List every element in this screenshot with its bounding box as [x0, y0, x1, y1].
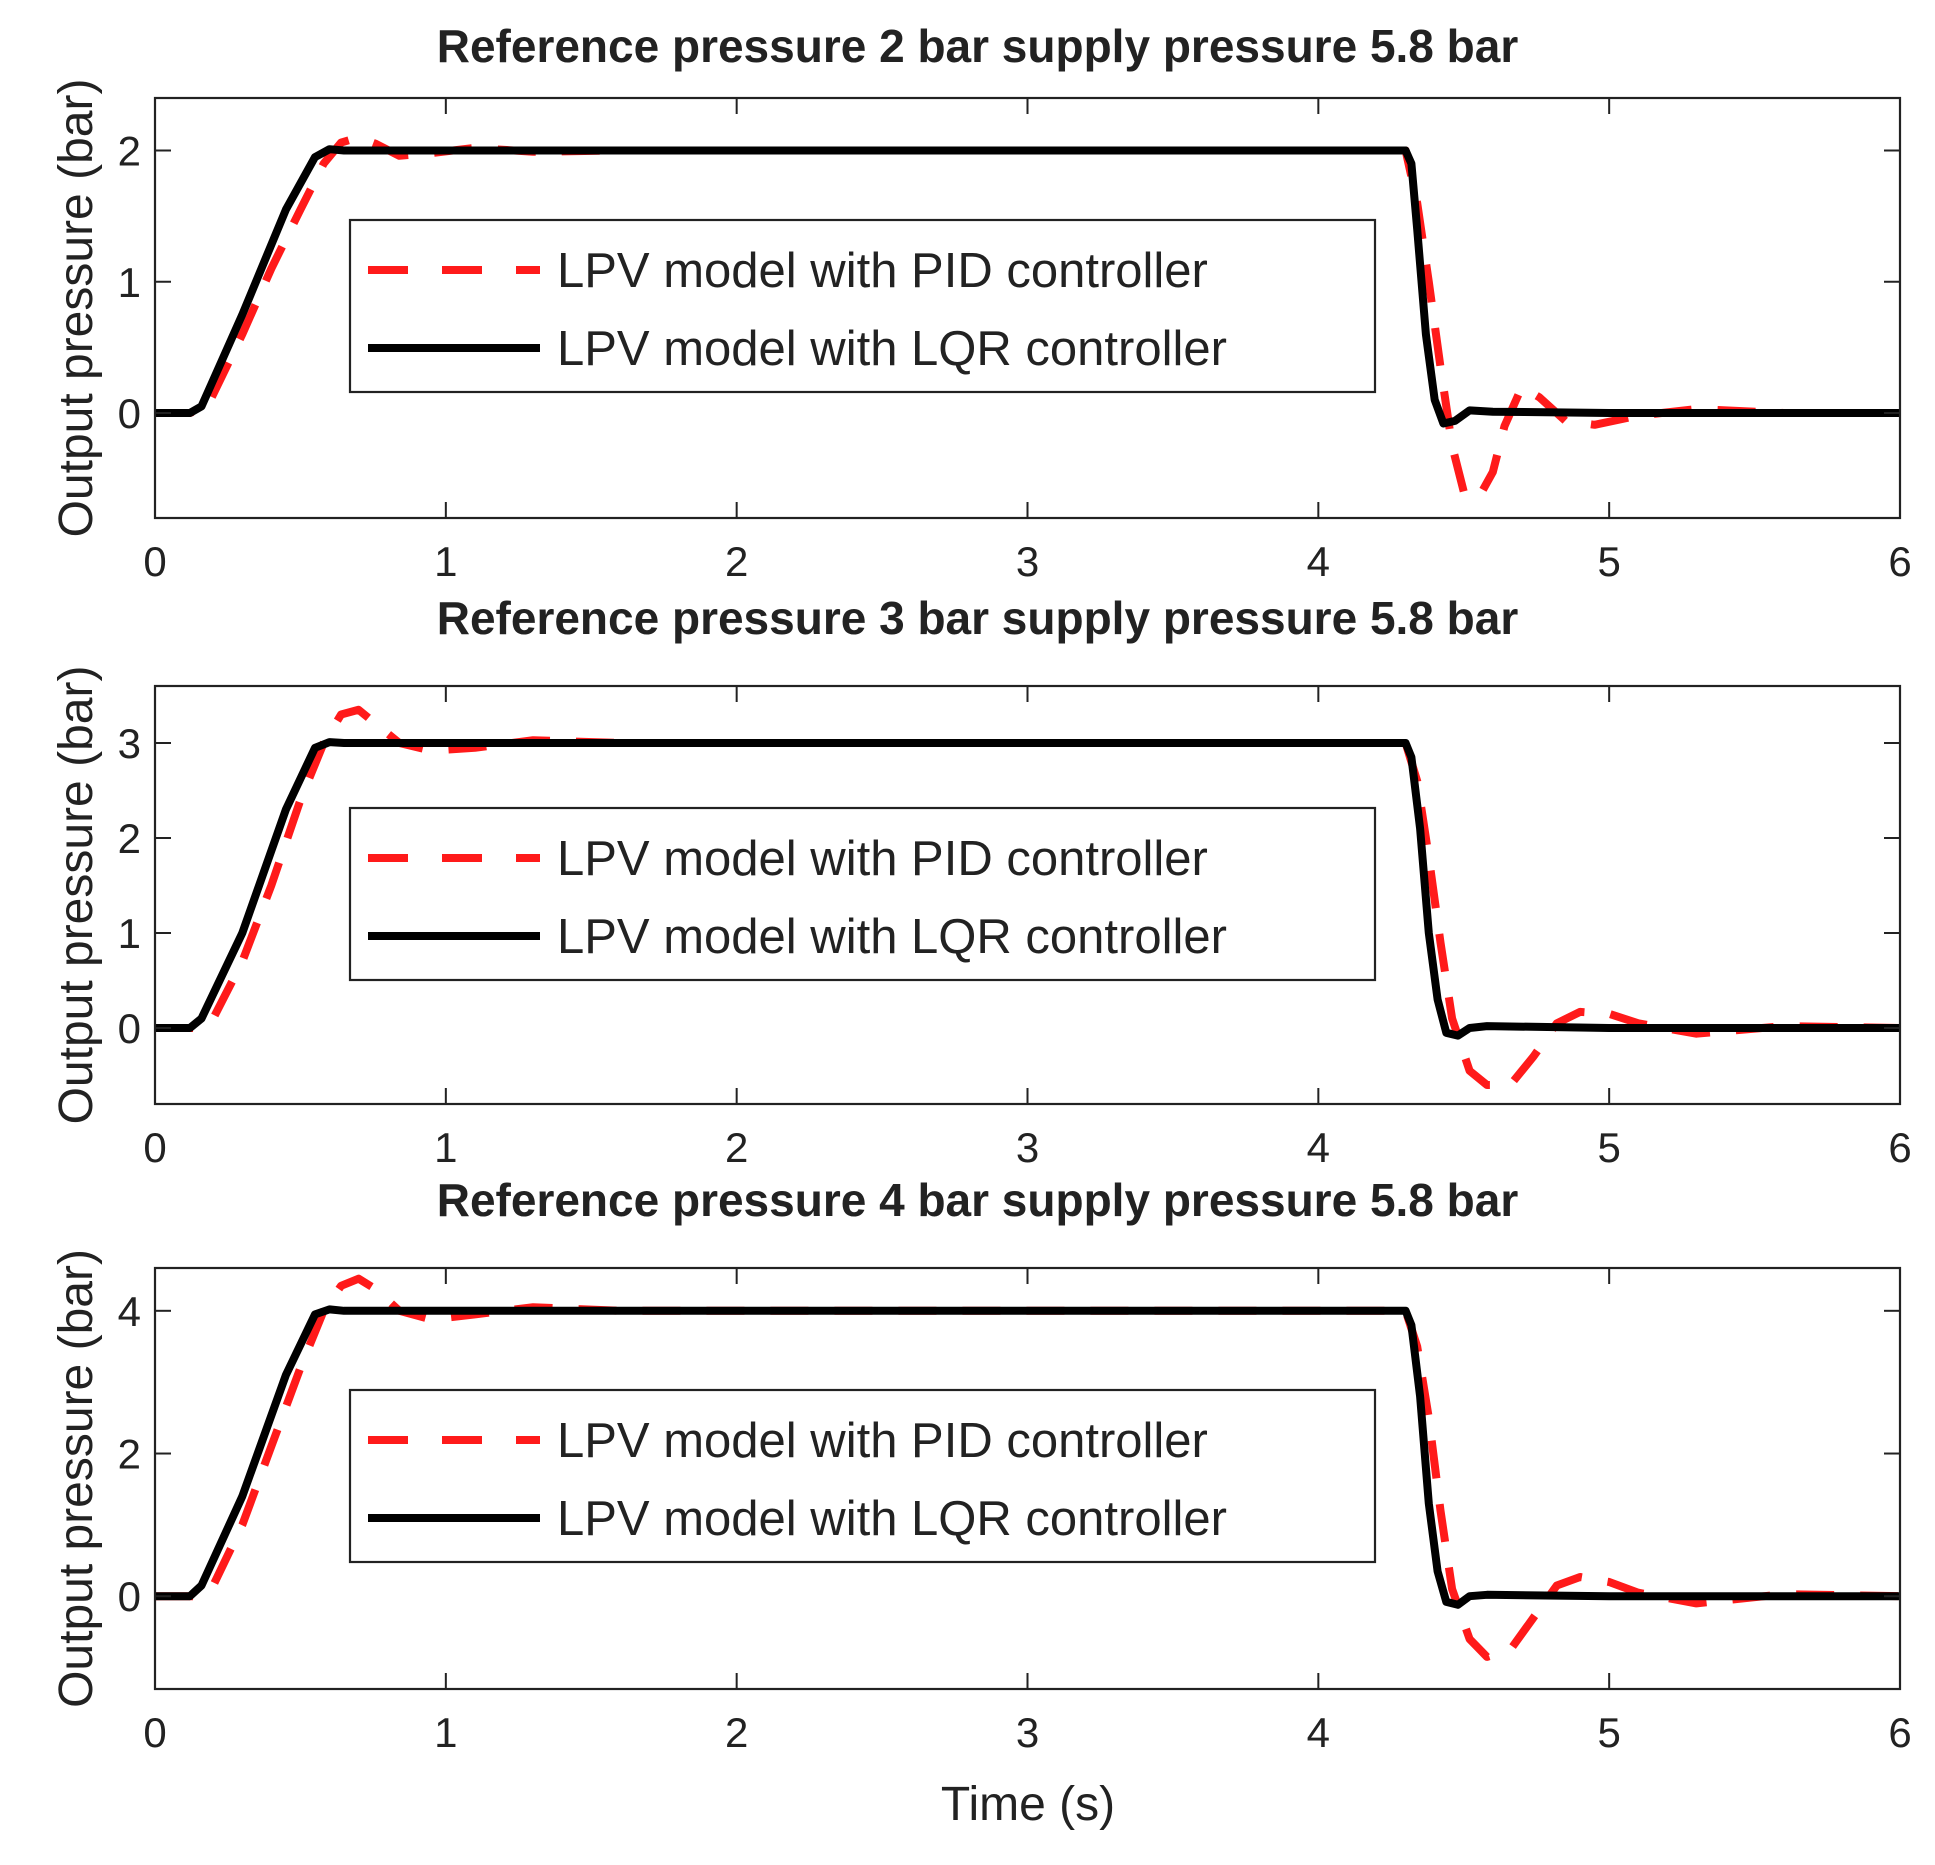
- series-line-lqr: [155, 1305, 1900, 1609]
- y-tick-label: 1: [118, 910, 141, 957]
- x-tick-label: 3: [1016, 1709, 1039, 1756]
- y-tick-label: 3: [118, 720, 141, 767]
- x-tick-label: 1: [434, 1709, 457, 1756]
- x-tick-label: 4: [1307, 538, 1330, 585]
- plot-area: [155, 133, 1900, 503]
- y-tick-label: 2: [118, 128, 141, 175]
- y-tick-label: 0: [118, 1005, 141, 1052]
- x-tick-label: 0: [143, 1709, 166, 1756]
- legend-label: LPV model with LQR controller: [557, 1492, 1227, 1546]
- series-line-lqr: [155, 145, 1900, 428]
- chart-title: Reference pressure 2 bar supply pressure…: [437, 20, 1519, 72]
- y-axis-label: Output pressure (bar): [50, 1249, 103, 1708]
- chart-title: Reference pressure 4 bar supply pressure…: [437, 1174, 1519, 1226]
- chart-panel-3: Reference pressure 4 bar supply pressure…: [50, 1174, 1912, 1756]
- x-tick-label: 3: [1016, 1124, 1039, 1171]
- x-tick-label: 3: [1016, 538, 1039, 585]
- x-tick-label: 2: [725, 1124, 748, 1171]
- x-tick-label: 5: [1597, 1124, 1620, 1171]
- y-tick-label: 0: [118, 1573, 141, 1620]
- y-axis-label: Output pressure (bar): [50, 666, 103, 1125]
- legend-label: LPV model with PID controller: [557, 244, 1208, 298]
- legend-box: [348, 218, 1377, 394]
- y-tick-label: 4: [118, 1288, 141, 1335]
- x-tick-label: 5: [1597, 538, 1620, 585]
- y-tick-label: 0: [118, 390, 141, 437]
- x-tick-label: 6: [1888, 538, 1911, 585]
- chart-panel-1: Reference pressure 2 bar supply pressure…: [50, 20, 1912, 585]
- x-axis-label: Time (s): [941, 1778, 1115, 1831]
- x-tick-label: 1: [434, 1124, 457, 1171]
- x-tick-label: 5: [1597, 1709, 1620, 1756]
- series-line-lqr: [155, 738, 1900, 1040]
- x-tick-label: 2: [725, 538, 748, 585]
- y-tick-label: 2: [118, 1431, 141, 1478]
- legend: LPV model with PID controller LPV model w…: [348, 806, 1377, 982]
- legend-label: LPV model with LQR controller: [557, 322, 1227, 376]
- legend-label: LPV model with LQR controller: [557, 910, 1227, 964]
- y-tick-label: 1: [118, 259, 141, 306]
- x-tick-label: 6: [1888, 1124, 1911, 1171]
- legend-label: LPV model with PID controller: [557, 832, 1208, 886]
- x-tick-label: 0: [143, 538, 166, 585]
- legend-label: LPV model with PID controller: [557, 1414, 1208, 1468]
- chart-panel-2: Reference pressure 3 bar supply pressure…: [50, 592, 1912, 1171]
- legend-box: [348, 1388, 1377, 1564]
- x-tick-label: 4: [1307, 1709, 1330, 1756]
- legend: LPV model with PID controller LPV model w…: [348, 1388, 1377, 1564]
- series-line-pid: [155, 133, 1900, 503]
- x-tick-label: 4: [1307, 1124, 1330, 1171]
- y-axis-label: Output pressure (bar): [50, 79, 103, 538]
- chart-title: Reference pressure 3 bar supply pressure…: [437, 592, 1519, 644]
- y-tick-label: 2: [118, 815, 141, 862]
- x-tick-label: 6: [1888, 1709, 1911, 1756]
- plot-area: [155, 1274, 1900, 1661]
- legend-box: [348, 806, 1377, 982]
- x-tick-label: 2: [725, 1709, 748, 1756]
- legend: LPV model with PID controller LPV model w…: [348, 218, 1377, 394]
- plot-area: [155, 705, 1900, 1089]
- x-tick-label: 0: [143, 1124, 166, 1171]
- x-tick-label: 1: [434, 538, 457, 585]
